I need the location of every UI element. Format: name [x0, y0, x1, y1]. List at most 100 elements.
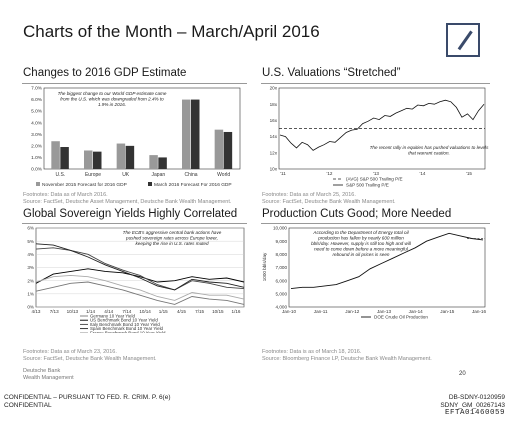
yields-series-line: [35, 268, 245, 284]
gdp-legend-swatch: [36, 182, 40, 186]
gdp-ytick-label: 1.0%: [31, 155, 43, 161]
gdp-legend-swatch: [148, 182, 152, 186]
yields-legend-label: US Benchmark Bond 10 Year Yield: [90, 318, 158, 323]
gdp-bar-mar: [158, 157, 167, 169]
valuations-annotation-line-0: The recent rally in equities has pushed …: [370, 145, 489, 150]
oil-ytick-label: 5,000: [276, 291, 288, 296]
valuations-xtick-label: '12: [327, 171, 333, 176]
valuations-section-title: U.S. Valuations “Stretched”: [262, 67, 401, 79]
yields-series-line: [35, 243, 245, 291]
bates-ids: DB-SDNY-0120959 SDNY_GM_00267143: [440, 394, 505, 409]
valuations-xtick-label: '15: [466, 171, 472, 176]
yields-xtick-label: 10/13: [67, 309, 79, 314]
yields-xtick-label: 7/13: [50, 309, 59, 314]
gdp-annotation-line-2: 1.9% in 2016.: [98, 102, 126, 107]
oil-xtick-label: Jan-12: [345, 309, 359, 314]
yields-xtick-label: 10/14: [139, 309, 151, 314]
valuations-xtick-label: '14: [420, 171, 426, 176]
yields-legend-label: Germany 10 Year Yield: [90, 314, 135, 319]
valuations-xtick-label: '11: [280, 171, 286, 176]
valuations-xtick-label: '13: [373, 171, 379, 176]
gdp-legend-label: November 2015 Forecast for 2016 GDP: [42, 182, 127, 188]
oil-ytick-label: 8,000: [276, 252, 288, 257]
valuations-ytick-label: 18x: [270, 102, 278, 107]
gdp-annotation-line-0: The biggest change to our World GDP esti…: [58, 91, 167, 96]
yields-xtick-label: 1/15: [159, 309, 168, 314]
oil-ylabel: 1000 bbls/day: [262, 252, 267, 281]
yields-xtick-label: 10/15: [212, 309, 224, 314]
oil-xtick-label: Jan-13: [377, 309, 391, 314]
oil-ytick-label: 6,000: [276, 278, 288, 283]
gdp-ytick-label: 4.0%: [31, 120, 43, 126]
oil-ytick-label: 10,000: [273, 226, 287, 231]
oil-xtick-label: Jan-14: [409, 309, 423, 314]
yields-series-line: [35, 281, 245, 305]
gdp-annotation-line-1: from the U.S. which was downgraded from …: [60, 97, 164, 102]
yields-legend-label: Italy Benchmark Bond 10 Year Yield: [90, 322, 160, 327]
gdp-ytick-label: 2.0%: [31, 143, 43, 149]
yields-chart: 0% 1% 2% 3% 4% 5% 6% 4/13 7/13 10/13 1/14 4/14 7/14 1…: [27, 226, 245, 333]
valuations-footnote: Footnotes: Data as of March 25, 2016. Sou…: [262, 192, 396, 205]
oil-footnote: Footnotes: Data is as of March 18, 2016.…: [262, 349, 432, 362]
gdp-bar-nov: [182, 99, 191, 169]
oil-annotation-line-4: rebound in oil prices is seen: [333, 252, 390, 257]
yields-xtick-label: 1/14: [86, 309, 95, 314]
valuations-title-rule: [261, 83, 490, 84]
yields-ytick-label: 0%: [27, 305, 34, 310]
gdp-footnote: Footnotes: Data as of March 2016. Source:…: [23, 192, 232, 205]
gdp-bar-nov: [84, 150, 93, 169]
oil-xtick-label: Jan-10: [282, 309, 296, 314]
confidential-notice: CONFIDENTIAL – PURSUANT TO FED. R. CRIM.…: [4, 394, 171, 409]
gdp-ytick-label: 7.0%: [31, 86, 43, 92]
gdp-xtick-label: Japan: [152, 172, 166, 178]
yields-legend-label: France Benchmark Bond 10 Year Yield: [90, 330, 166, 333]
gdp-ytick-label: 5.0%: [31, 109, 43, 115]
gdp-bar-mar: [223, 131, 233, 169]
valuations-pe-line: [279, 99, 485, 151]
oil-title-rule: [261, 223, 490, 224]
gdp-bar-mar: [60, 147, 69, 169]
oil-plot-frame: [288, 227, 486, 308]
oil-annotation-line-1: production has fallen by nearly 600 mill…: [317, 236, 404, 241]
valuations-ytick-label: 20x: [270, 86, 278, 91]
oil-xtick-label: Jan-16: [472, 309, 486, 314]
gdp-ytick-label: 3.0%: [31, 132, 43, 138]
yields-ytick-label: 3%: [27, 265, 34, 270]
valuations-legend-label: S&P 500 Trailing P/E: [346, 183, 389, 188]
gdp-bar-nov: [116, 143, 126, 169]
oil-legend-label: DOE Crude Oil Production: [374, 315, 428, 320]
yields-series-line: [35, 247, 245, 291]
oil-ytick-label: 7,000: [276, 265, 288, 270]
gdp-xtick-label: UK: [122, 172, 130, 178]
yields-annotation-line-1: pushed sovereign rates across Europe low…: [125, 236, 218, 241]
gdp-bar-mar: [93, 151, 102, 169]
valuations-ytick-label: 10x: [270, 167, 278, 172]
oil-ytick-label: 9,000: [276, 239, 288, 244]
gdp-plot-frame: [43, 87, 241, 170]
gdp-bar-nov: [51, 141, 60, 169]
valuations-annotation-line-1: that warrant caution.: [408, 151, 450, 156]
efta-id: EFTA01460059: [444, 409, 505, 417]
yields-xtick-label: 7/15: [195, 309, 204, 314]
valuations-legend-label: (AVG) S&P 500 Trailing P/E: [346, 177, 403, 182]
yields-legend-label: Spain Benchmark Bond 10 Year Yield: [90, 326, 164, 331]
page-title: Charts of the Month – March/April 2016: [23, 22, 320, 41]
yields-ytick-label: 2%: [27, 278, 34, 283]
oil-xtick-label: Jan-11: [314, 309, 328, 314]
page-number: 20: [459, 371, 466, 377]
yields-section-title: Global Sovereign Yields Highly Correlate…: [23, 208, 238, 220]
yields-xtick-label: 7/14: [122, 309, 131, 314]
yields-ytick-label: 1%: [27, 291, 34, 296]
bank-footer: Deutsche Bank Wealth Management: [23, 368, 74, 381]
valuations-ytick-label: 14x: [270, 134, 278, 139]
oil-annotation-line-2: bbls/day. However, supply is still too h…: [311, 241, 412, 246]
yields-annotation-line-0: The ECB's aggressive central bank action…: [123, 230, 222, 235]
yields-footnote: Footnotes: Data as of March 23, 2016. Sou…: [23, 349, 157, 362]
gdp-bar-nov: [214, 129, 224, 169]
gdp-xtick-label: U.S.: [55, 172, 65, 178]
oil-chart: 4,000 5,000 6,000 7,000 8,000 9,000 10,000 1000…: [262, 226, 486, 320]
yields-xtick-label: 4/14: [104, 309, 113, 314]
gdp-xtick-label: China: [184, 172, 197, 178]
yields-ytick-label: 6%: [27, 226, 34, 231]
oil-section-title: Production Cuts Good; More Needed: [262, 208, 452, 220]
